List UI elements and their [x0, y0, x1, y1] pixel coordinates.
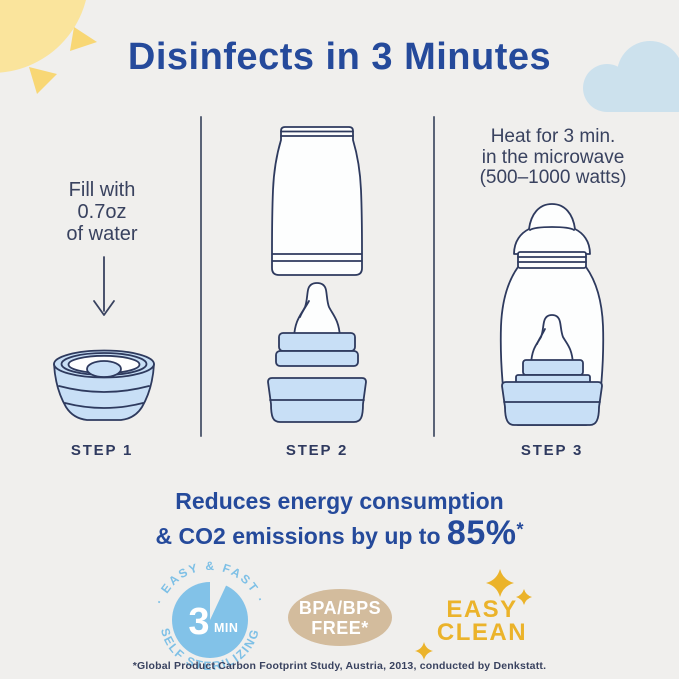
nipple-ring [275, 350, 359, 367]
footnote: *Global Product Carbon Footprint Study, … [132, 660, 547, 672]
sun-icon [0, 0, 97, 94]
badge-minutes-unit: MIN [214, 621, 238, 635]
benefit-highlight: 85% [446, 514, 517, 552]
down-arrow-icon [93, 256, 115, 316]
bpa-free-line: BPA/BPS [298, 597, 382, 618]
timer-wedge-icon [210, 580, 227, 620]
easy-clean-line: EASY [446, 596, 518, 623]
badge-minutes-value: 3 [188, 601, 209, 643]
step1-instruction-line: 0.7oz [77, 201, 127, 223]
step1-instruction-line: of water [66, 223, 138, 245]
benefit-line2: & CO2 emissions by up to 85%* [0, 514, 679, 553]
step1-instruction: Fill with 0.7oz of water [22, 179, 182, 245]
benefit-asterisk: * [516, 519, 524, 540]
bottle-body [271, 126, 363, 276]
bottle-cap [513, 203, 591, 255]
cloud-icon [583, 41, 679, 112]
step3-label: STEP 3 [520, 442, 584, 459]
bottle-parts-illustration [267, 126, 367, 423]
bottle-collar [517, 251, 587, 269]
step3-instruction: Heat for 3 min. in the microwave (500–10… [444, 126, 662, 189]
step3-instruction-line: in the microwave [481, 146, 625, 168]
step-divider [200, 116, 202, 437]
bottle-base [501, 381, 603, 426]
easy-clean-line: CLEAN [436, 619, 528, 646]
benefit-line1: Reduces energy consumption [175, 488, 504, 514]
nipple [293, 282, 341, 338]
self-sterilizing-badge: 3 MIN · EASY & FAST · SELF STERILIZING [152, 559, 266, 673]
step1-label: STEP 1 [70, 442, 134, 459]
step3-instruction-line: (500–1000 watts) [479, 167, 627, 188]
step1-instruction-line: Fill with [68, 179, 136, 201]
step3-instruction-line: Heat for 3 min. [490, 126, 616, 147]
bpa-free-line: FREE* [311, 617, 369, 638]
bowl-center-post [86, 360, 122, 378]
benefit-line2-prefix: & CO2 emissions by up to [155, 523, 447, 549]
easy-clean-badge: EASY CLEAN [427, 596, 537, 646]
bpa-free-badge: BPA/BPS FREE* [288, 589, 392, 646]
nipple-ring [278, 332, 356, 352]
step2-label: STEP 2 [285, 442, 349, 459]
sparkles-icon [415, 569, 532, 660]
nipple-ring [522, 359, 584, 376]
step-divider [433, 116, 435, 437]
page-title: Disinfects in 3 Minutes [127, 36, 552, 78]
assembled-bottle-illustration [499, 203, 605, 426]
sterilizer-bowl-illustration [53, 349, 155, 421]
